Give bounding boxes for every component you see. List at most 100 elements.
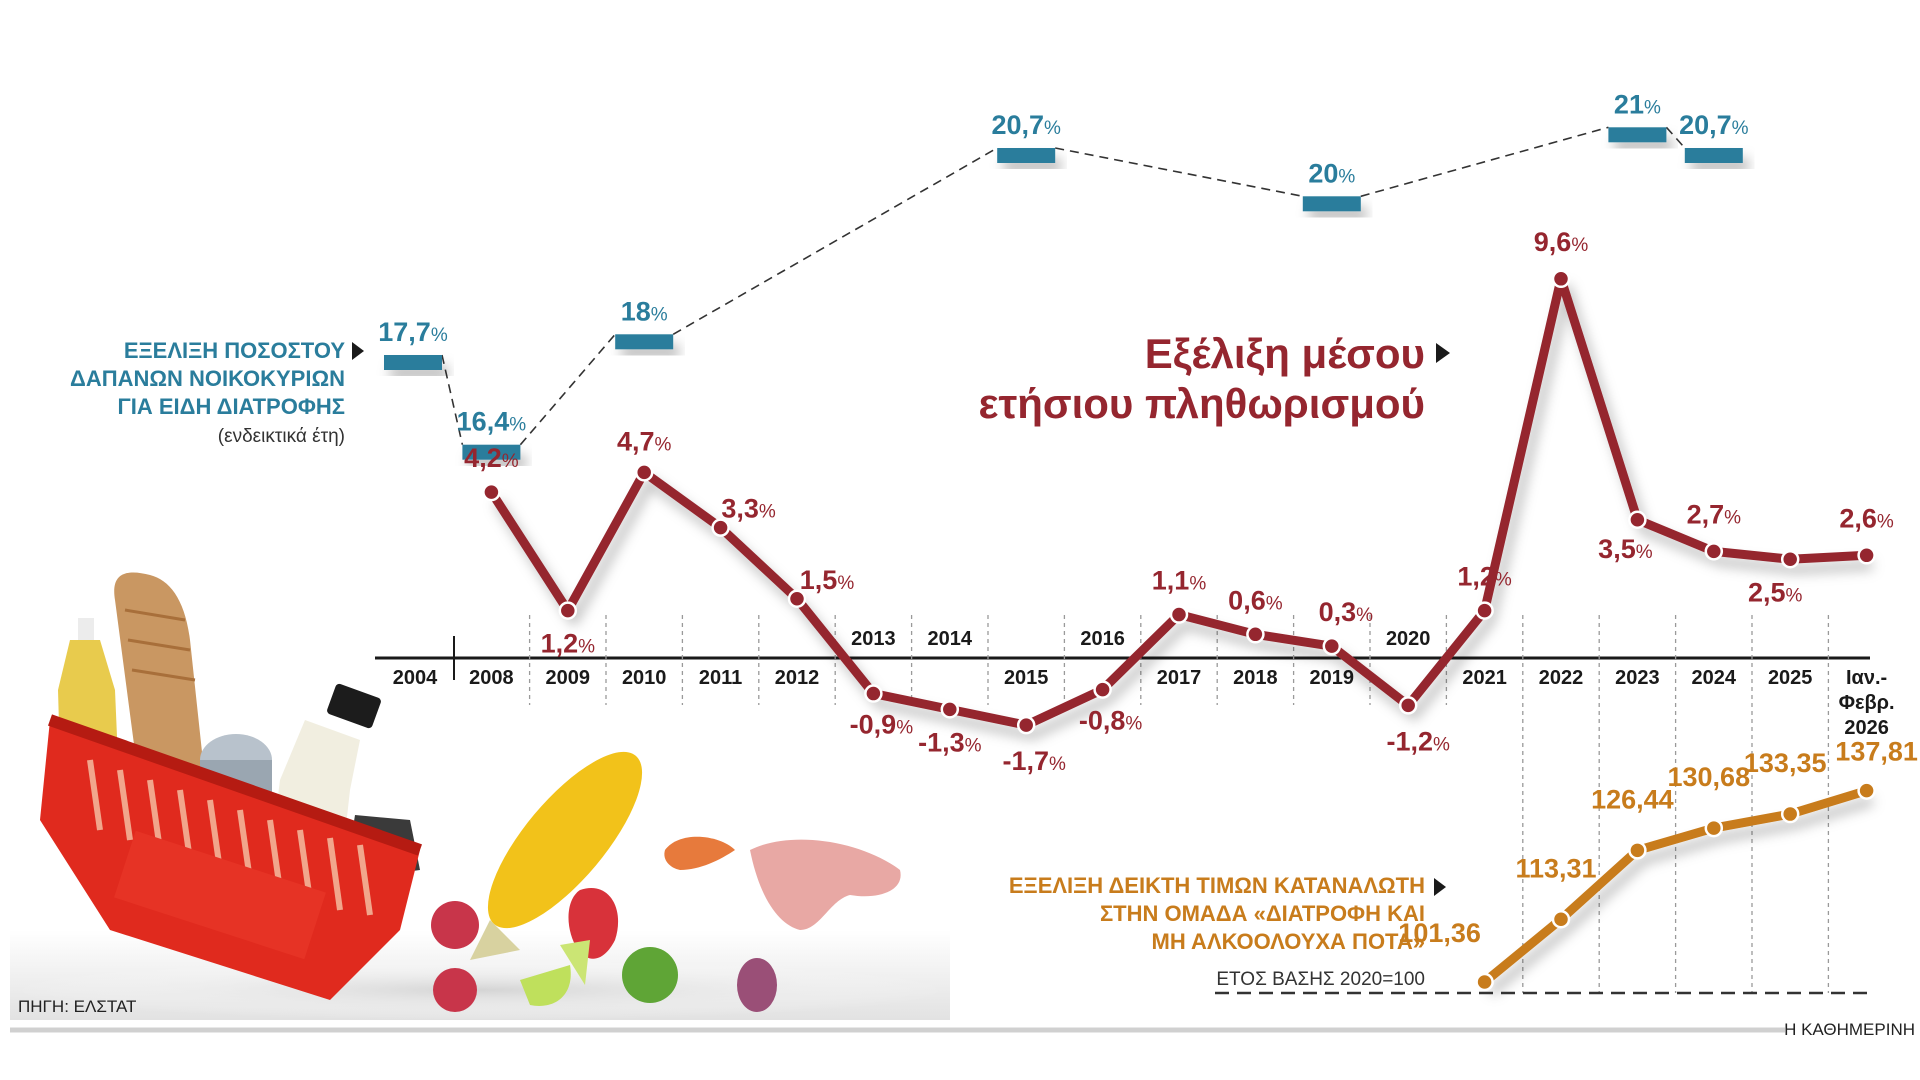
spending-share-connector (441, 126, 1686, 446)
inflation-point (864, 684, 883, 703)
cpi-value-label: 133,35 (1744, 748, 1827, 778)
legend-red-line-1: Εξέλιξη μέσου (1145, 330, 1425, 377)
spending-share-bar (462, 444, 521, 460)
year-labels: 2004 2008 2009 2010 2011 2012 2013 2014 2015 2016… (393, 628, 1895, 739)
inflation-value-label: 1,1% (1152, 566, 1207, 596)
spending-share-label: 18% (621, 296, 668, 326)
legend-orange-line-2: ΣΤΗΝ ΟΜΑΔΑ «ΔΙΑΤΡΟΦΗ ΚΑΙ (1100, 901, 1425, 926)
inflation-point (1398, 696, 1418, 715)
spending-share-label: 20,7% (1679, 110, 1749, 140)
arrow-right-icon (1434, 878, 1446, 896)
inflation-point (1093, 680, 1112, 699)
publisher-label: Η ΚΑΘΗΜΕΡΙΝΗ (1784, 1020, 1915, 1039)
inflation-value-label: -1,3% (918, 727, 982, 757)
spending-share-bar (615, 334, 674, 350)
year-label: 2014 (928, 628, 973, 650)
inflation-point (634, 463, 654, 482)
inflation-value-label: 1,2% (1457, 562, 1512, 592)
cpi-point (1628, 841, 1647, 860)
inflation-point (1551, 269, 1571, 289)
pork-chop-icon (750, 839, 901, 930)
legend-food-spending: ΕΞΕΛΙΞΗ ΠΟΣΟΣΤΟΥ ΔΑΠΑΝΩΝ ΝΟΙΚΟΚΥΡΙΩΝ ΓΙΑ… (70, 338, 364, 447)
inflation-point (1780, 550, 1800, 569)
inflation-point (940, 700, 960, 719)
strawberry-icon (568, 888, 619, 959)
year-label: 2016 (1080, 628, 1125, 650)
year-label: Ιαν.- (1846, 667, 1887, 689)
source-label: ΠΗΓΗ: ΕΛΣΤΑΤ (18, 997, 136, 1016)
cpi-value-label: 137,81 (1835, 737, 1918, 767)
year-label: 2015 (1004, 667, 1049, 689)
legend-blue-line-1: ΕΞΕΛΙΞΗ ΠΟΣΟΣΤΟΥ (124, 338, 346, 363)
year-label: 2026 (1844, 717, 1889, 739)
year-label: 2022 (1539, 667, 1584, 689)
inflation-value-label: 2,5% (1748, 577, 1803, 607)
year-label: 2017 (1157, 667, 1202, 689)
inflation-point (1475, 601, 1494, 620)
column-dividers (528, 615, 1830, 993)
cpi-value-label: 101,36 (1398, 918, 1481, 948)
inflation-point (1322, 636, 1342, 656)
legend-inflation: Εξέλιξη μέσου ετήσιου πληθωρισμού (979, 330, 1450, 427)
year-label: 2012 (775, 667, 820, 689)
year-label: 2019 (1310, 667, 1355, 689)
legend-orange-note: ΕΤΟΣ ΒΑΣΗΣ 2020=100 (1216, 969, 1425, 990)
inflation-value-label: 2,6% (1839, 503, 1894, 533)
inflation-point (711, 518, 730, 537)
inflation-value-label: 4,7% (617, 426, 672, 456)
cpi-point (1704, 818, 1724, 838)
inflation-value-label: 3,5% (1598, 534, 1653, 564)
inflation-point (1704, 542, 1724, 561)
inflation-value-label: -1,2% (1386, 726, 1450, 756)
inflation-point (1246, 625, 1265, 644)
cpi-value-label: 130,68 (1668, 762, 1751, 792)
inflation-point (482, 482, 501, 502)
inflation-value-label: 1,2% (541, 629, 596, 659)
spending-share-label: 17,7% (378, 317, 448, 347)
raspberry-icon (433, 968, 477, 1012)
inflation-point (1857, 546, 1876, 565)
food-spending-share-series: 17,7% 16,4% 18% 20,7% 20% 21% 20,7% (378, 89, 1749, 460)
spending-share-bar (1302, 196, 1361, 212)
legend-cpi-food: ΕΞΕΛΙΞΗ ΔΕΙΚΤΗ ΤΙΜΩΝ ΚΑΤΑΝΑΛΩΤΗ ΣΤΗΝ ΟΜΑ… (1009, 873, 1446, 990)
year-label: 2025 (1768, 667, 1813, 689)
shallot-icon (737, 958, 777, 1012)
raspberry-icon (431, 901, 479, 949)
inflation-point (1016, 715, 1036, 735)
year-label: 2018 (1233, 667, 1278, 689)
inflation-point (558, 601, 578, 620)
cpi-value-label: 126,44 (1591, 784, 1674, 814)
lime-icon (622, 947, 678, 1003)
inflation-series: 4,2%1,2%4,7%3,3%1,5%-0,9% -1,3%-1,7%-0,8%… (464, 227, 1894, 776)
shopping-basket-icon (40, 714, 422, 1000)
year-label: 2010 (622, 667, 667, 689)
arrow-right-icon (352, 342, 364, 360)
year-label: 2004 (393, 667, 438, 689)
legend-blue-line-3: ΓΙΑ ΕΙΔΗ ΔΙΑΤΡΟΦΗΣ (118, 394, 345, 419)
spending-share-label: 20,7% (991, 110, 1061, 140)
spending-share-label: 16,4% (457, 407, 527, 437)
year-label: 2008 (469, 667, 514, 689)
inflation-value-label: -1,7% (1002, 746, 1066, 776)
year-label: 2013 (851, 628, 896, 650)
spending-share-bar (1608, 127, 1667, 143)
year-label: 2020 (1386, 628, 1431, 650)
cpi-point (1857, 781, 1876, 800)
spending-share-bar (997, 148, 1056, 163)
legend-blue-line-2: ΔΑΠΑΝΩΝ ΝΟΙΚΟΚΥΡΙΩΝ (70, 366, 345, 391)
year-label: 2024 (1692, 667, 1737, 689)
cpi-point (1475, 972, 1494, 992)
corn-icon (470, 751, 643, 960)
legend-orange-line-3: ΜΗ ΑΛΚΟΟΛΟΥΧΑ ΠΟΤΑ» (1152, 929, 1425, 954)
year-label: 2021 (1462, 667, 1507, 689)
year-label: 2009 (546, 667, 591, 689)
legend-red-line-2: ετήσιου πληθωρισμού (979, 380, 1425, 427)
cpi-point (1551, 910, 1571, 929)
inflation-value-label: 0,3% (1319, 597, 1374, 627)
spending-share-label: 20% (1308, 158, 1355, 188)
inflation-value-label: 9,6% (1534, 227, 1589, 257)
bread-icon (114, 572, 205, 790)
legend-blue-note: (ενδεικτικά έτη) (218, 426, 345, 447)
inflation-point (1169, 605, 1189, 624)
